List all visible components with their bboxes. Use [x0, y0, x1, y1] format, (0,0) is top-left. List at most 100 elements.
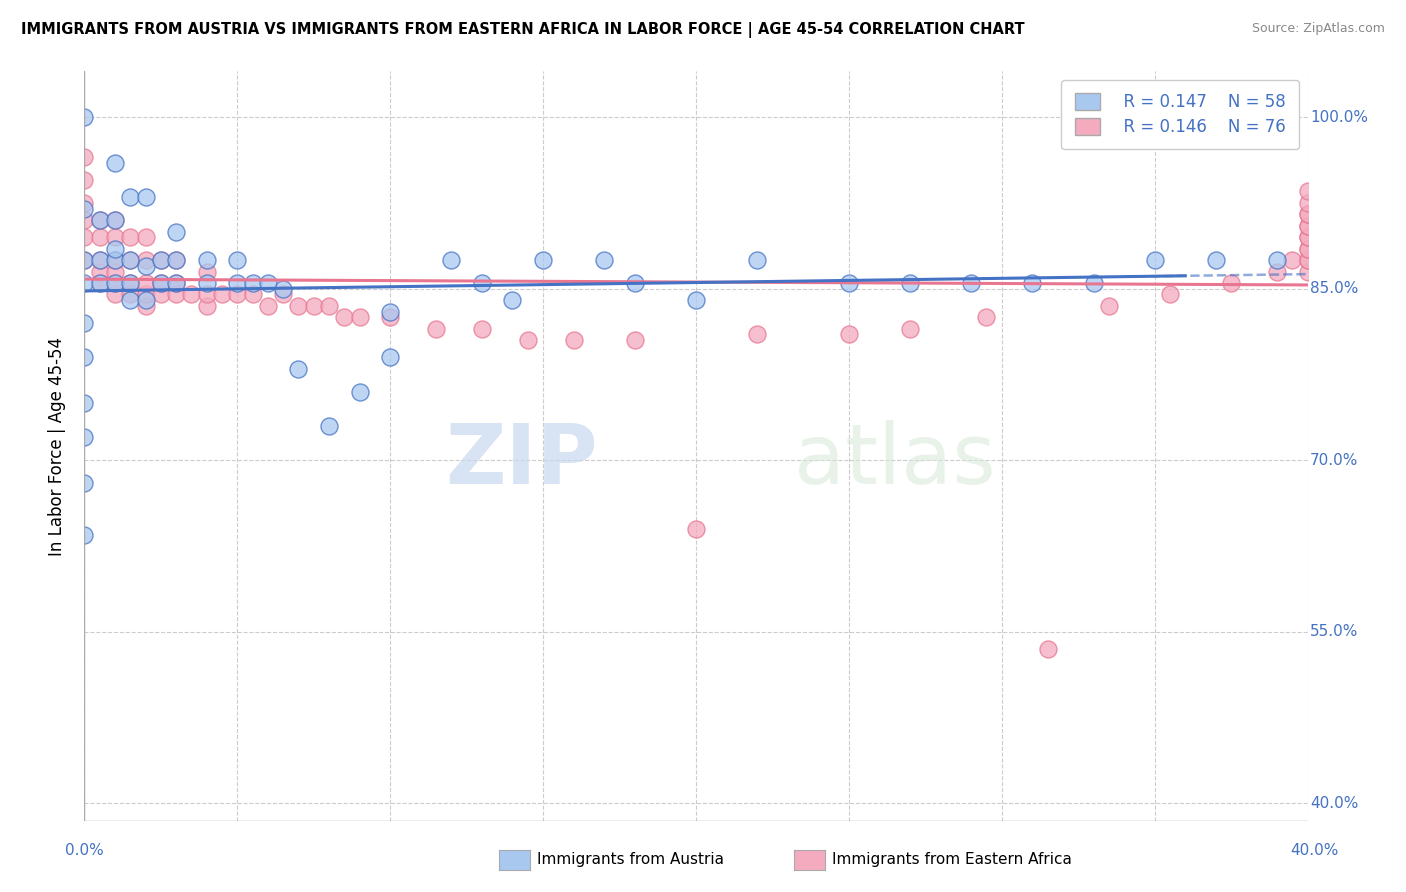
Point [1036, 642, 1059, 657]
Point [89, 276, 111, 290]
Point [120, 293, 142, 307]
Text: 40.0%: 40.0% [1291, 843, 1339, 858]
Point [211, 287, 233, 301]
Point [242, 287, 264, 301]
Point [747, 253, 769, 268]
Point [165, 287, 187, 301]
Point [471, 276, 494, 290]
Point [135, 299, 157, 313]
Point [271, 282, 294, 296]
Point [562, 333, 585, 347]
Text: Immigrants from Eastern Africa: Immigrants from Eastern Africa [832, 853, 1073, 867]
Point [747, 327, 769, 342]
Point [502, 293, 524, 307]
Point [287, 361, 309, 376]
Point [89, 264, 111, 278]
Point [149, 253, 172, 268]
Point [1296, 230, 1319, 244]
Point [838, 327, 860, 342]
Point [226, 287, 249, 301]
Point [257, 276, 280, 290]
Text: 0.0%: 0.0% [65, 843, 104, 858]
Point [165, 253, 187, 268]
Point [89, 253, 111, 268]
Point [257, 299, 280, 313]
Point [73, 276, 96, 290]
Point [380, 304, 402, 318]
Point [195, 253, 218, 268]
Point [333, 310, 356, 325]
Point [471, 322, 494, 336]
Point [149, 276, 172, 290]
Point [73, 527, 96, 541]
Point [104, 253, 127, 268]
Text: 40.0%: 40.0% [1310, 796, 1358, 811]
Point [120, 253, 142, 268]
Point [1296, 207, 1319, 221]
Point [593, 253, 616, 268]
Point [685, 293, 707, 307]
Point [120, 190, 142, 204]
Point [1265, 253, 1288, 268]
Point [165, 253, 187, 268]
Point [135, 293, 157, 307]
Point [73, 476, 96, 491]
Point [380, 351, 402, 365]
Point [195, 287, 218, 301]
Point [226, 253, 249, 268]
Point [89, 213, 111, 227]
Text: IMMIGRANTS FROM AUSTRIA VS IMMIGRANTS FROM EASTERN AFRICA IN LABOR FORCE | AGE 4: IMMIGRANTS FROM AUSTRIA VS IMMIGRANTS FR… [21, 22, 1025, 38]
Point [1296, 242, 1319, 256]
Point [120, 276, 142, 290]
Point [73, 195, 96, 210]
Point [73, 316, 96, 330]
Point [73, 351, 96, 365]
Point [135, 253, 157, 268]
Point [226, 276, 249, 290]
Point [1220, 276, 1243, 290]
Point [120, 287, 142, 301]
Point [976, 310, 998, 325]
Point [425, 322, 447, 336]
Point [531, 253, 554, 268]
Point [1159, 287, 1181, 301]
Point [104, 287, 127, 301]
Point [195, 276, 218, 290]
Text: 55.0%: 55.0% [1310, 624, 1358, 640]
Point [73, 213, 96, 227]
Point [1265, 264, 1288, 278]
Point [149, 276, 172, 290]
Text: 100.0%: 100.0% [1310, 110, 1368, 125]
Point [89, 253, 111, 268]
Y-axis label: In Labor Force | Age 45-54: In Labor Force | Age 45-54 [48, 336, 66, 556]
Point [516, 333, 538, 347]
Point [89, 213, 111, 227]
Point [898, 322, 921, 336]
Text: 70.0%: 70.0% [1310, 453, 1358, 467]
Point [1296, 230, 1319, 244]
Point [165, 225, 187, 239]
Point [149, 287, 172, 301]
Point [960, 276, 983, 290]
Point [104, 213, 127, 227]
Point [135, 276, 157, 290]
Point [898, 276, 921, 290]
Text: Source: ZipAtlas.com: Source: ZipAtlas.com [1251, 22, 1385, 36]
Point [104, 213, 127, 227]
Point [135, 259, 157, 273]
Point [287, 299, 309, 313]
Point [195, 264, 218, 278]
Point [318, 299, 340, 313]
Point [149, 253, 172, 268]
Point [302, 299, 325, 313]
Point [1296, 253, 1319, 268]
Point [1296, 242, 1319, 256]
Point [1143, 253, 1166, 268]
Point [135, 287, 157, 301]
Point [73, 396, 96, 410]
Point [1296, 185, 1319, 199]
Legend:   R = 0.147    N = 58,   R = 0.146    N = 76: R = 0.147 N = 58, R = 0.146 N = 76 [1062, 79, 1299, 149]
Point [73, 430, 96, 444]
Point [838, 276, 860, 290]
Point [1296, 195, 1319, 210]
